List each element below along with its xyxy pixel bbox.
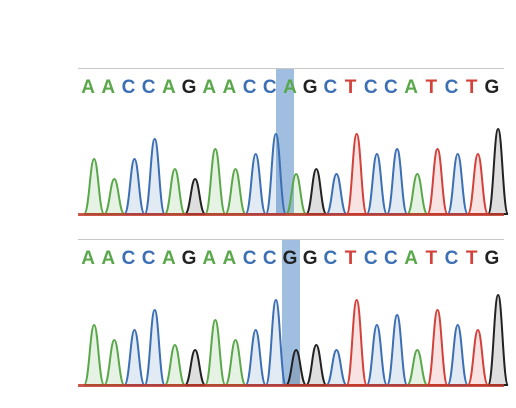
base-call-C: C xyxy=(141,77,156,98)
trace-peak-C xyxy=(365,152,388,215)
chromatogram-trace xyxy=(83,127,510,215)
trace-peak-A xyxy=(163,343,186,386)
trace-peak-A xyxy=(103,338,126,386)
trace-peak-A xyxy=(163,167,186,215)
trace-peak-T xyxy=(466,328,489,386)
base-call-C: C xyxy=(121,248,136,269)
panel-top-border xyxy=(78,239,504,240)
trace-peak-A xyxy=(204,318,227,386)
base-call-G: G xyxy=(484,248,500,269)
base-call-C: C xyxy=(363,77,378,98)
trace-peak-C xyxy=(325,172,348,215)
trace-peak-C xyxy=(123,157,146,215)
base-call-G: G xyxy=(282,248,298,269)
base-call-C: C xyxy=(242,248,257,269)
trace-peak-G xyxy=(305,343,328,386)
trace-peak-G xyxy=(285,348,308,386)
base-call-C: C xyxy=(242,77,257,98)
base-call-A: A xyxy=(222,248,237,269)
trace-peak-A xyxy=(103,177,126,215)
trace-peak-C xyxy=(264,132,287,215)
base-call-C: C xyxy=(323,77,338,98)
trace-peak-A xyxy=(204,147,227,215)
trace-peak-G xyxy=(305,167,328,215)
base-call-C: C xyxy=(444,77,459,98)
trace-peak-A xyxy=(406,172,429,215)
trace-peak-A xyxy=(406,348,429,386)
base-call-T: T xyxy=(425,248,438,269)
trace-peak-C xyxy=(325,348,348,386)
base-call-A: A xyxy=(222,77,237,98)
base-call-C: C xyxy=(262,248,277,269)
trace-peak-G xyxy=(184,177,207,215)
base-call-C: C xyxy=(363,248,378,269)
trace-baseline xyxy=(78,384,504,387)
trace-peak-G xyxy=(184,348,207,386)
trace-peak-A xyxy=(83,323,106,386)
trace-peak-C xyxy=(143,137,166,215)
base-call-A: A xyxy=(202,248,217,269)
base-call-T: T xyxy=(344,77,357,98)
base-call-C: C xyxy=(141,248,156,269)
base-call-C: C xyxy=(384,248,398,269)
trace-peak-A xyxy=(285,172,308,215)
base-call-A: A xyxy=(161,77,176,98)
trace-peak-A xyxy=(224,338,247,386)
trace-peak-A xyxy=(83,157,106,215)
trace-peak-T xyxy=(345,298,368,386)
base-call-G: G xyxy=(181,77,197,98)
trace-peak-C xyxy=(123,328,146,386)
trace-peak-C xyxy=(244,152,267,215)
trace-peak-C xyxy=(386,147,409,215)
base-call-A: A xyxy=(81,248,95,269)
base-call-A: A xyxy=(101,248,116,269)
base-call-A: A xyxy=(202,77,217,98)
trace-peak-C xyxy=(386,313,409,386)
trace-peak-G xyxy=(487,293,510,386)
trace-peak-T xyxy=(426,147,449,215)
base-call-T: T xyxy=(465,248,478,269)
trace-baseline xyxy=(78,213,504,216)
base-call-G: G xyxy=(181,248,197,269)
base-call-C: C xyxy=(444,248,459,269)
base-call-T: T xyxy=(465,77,478,98)
base-call-T: T xyxy=(344,248,357,269)
base-call-A: A xyxy=(101,77,116,98)
trace-peak-T xyxy=(426,308,449,386)
panel-top-border xyxy=(78,68,504,69)
trace-peak-C xyxy=(264,298,287,386)
variant-highlight xyxy=(282,240,300,385)
base-call-A: A xyxy=(404,248,418,269)
base-call-A: A xyxy=(161,248,176,269)
trace-peak-G xyxy=(487,127,510,215)
trace-peak-T xyxy=(466,152,489,215)
trace-peak-C xyxy=(244,328,267,386)
base-call-A: A xyxy=(283,77,297,98)
trace-peak-T xyxy=(345,132,368,215)
base-call-T: T xyxy=(425,77,438,98)
trace-peak-C xyxy=(446,152,469,215)
base-call-A: A xyxy=(81,77,95,98)
base-call-G: G xyxy=(302,77,318,98)
base-call-G: G xyxy=(302,248,318,269)
trace-peak-C xyxy=(446,323,469,386)
base-call-C: C xyxy=(262,77,277,98)
base-call-G: G xyxy=(484,77,500,98)
trace-peak-C xyxy=(143,308,166,386)
base-call-C: C xyxy=(384,77,398,98)
trace-peak-C xyxy=(365,323,388,386)
base-call-A: A xyxy=(404,77,418,98)
base-call-C: C xyxy=(121,77,136,98)
chromatogram-trace xyxy=(83,293,510,386)
trace-peak-A xyxy=(224,167,247,215)
base-call-C: C xyxy=(323,248,338,269)
